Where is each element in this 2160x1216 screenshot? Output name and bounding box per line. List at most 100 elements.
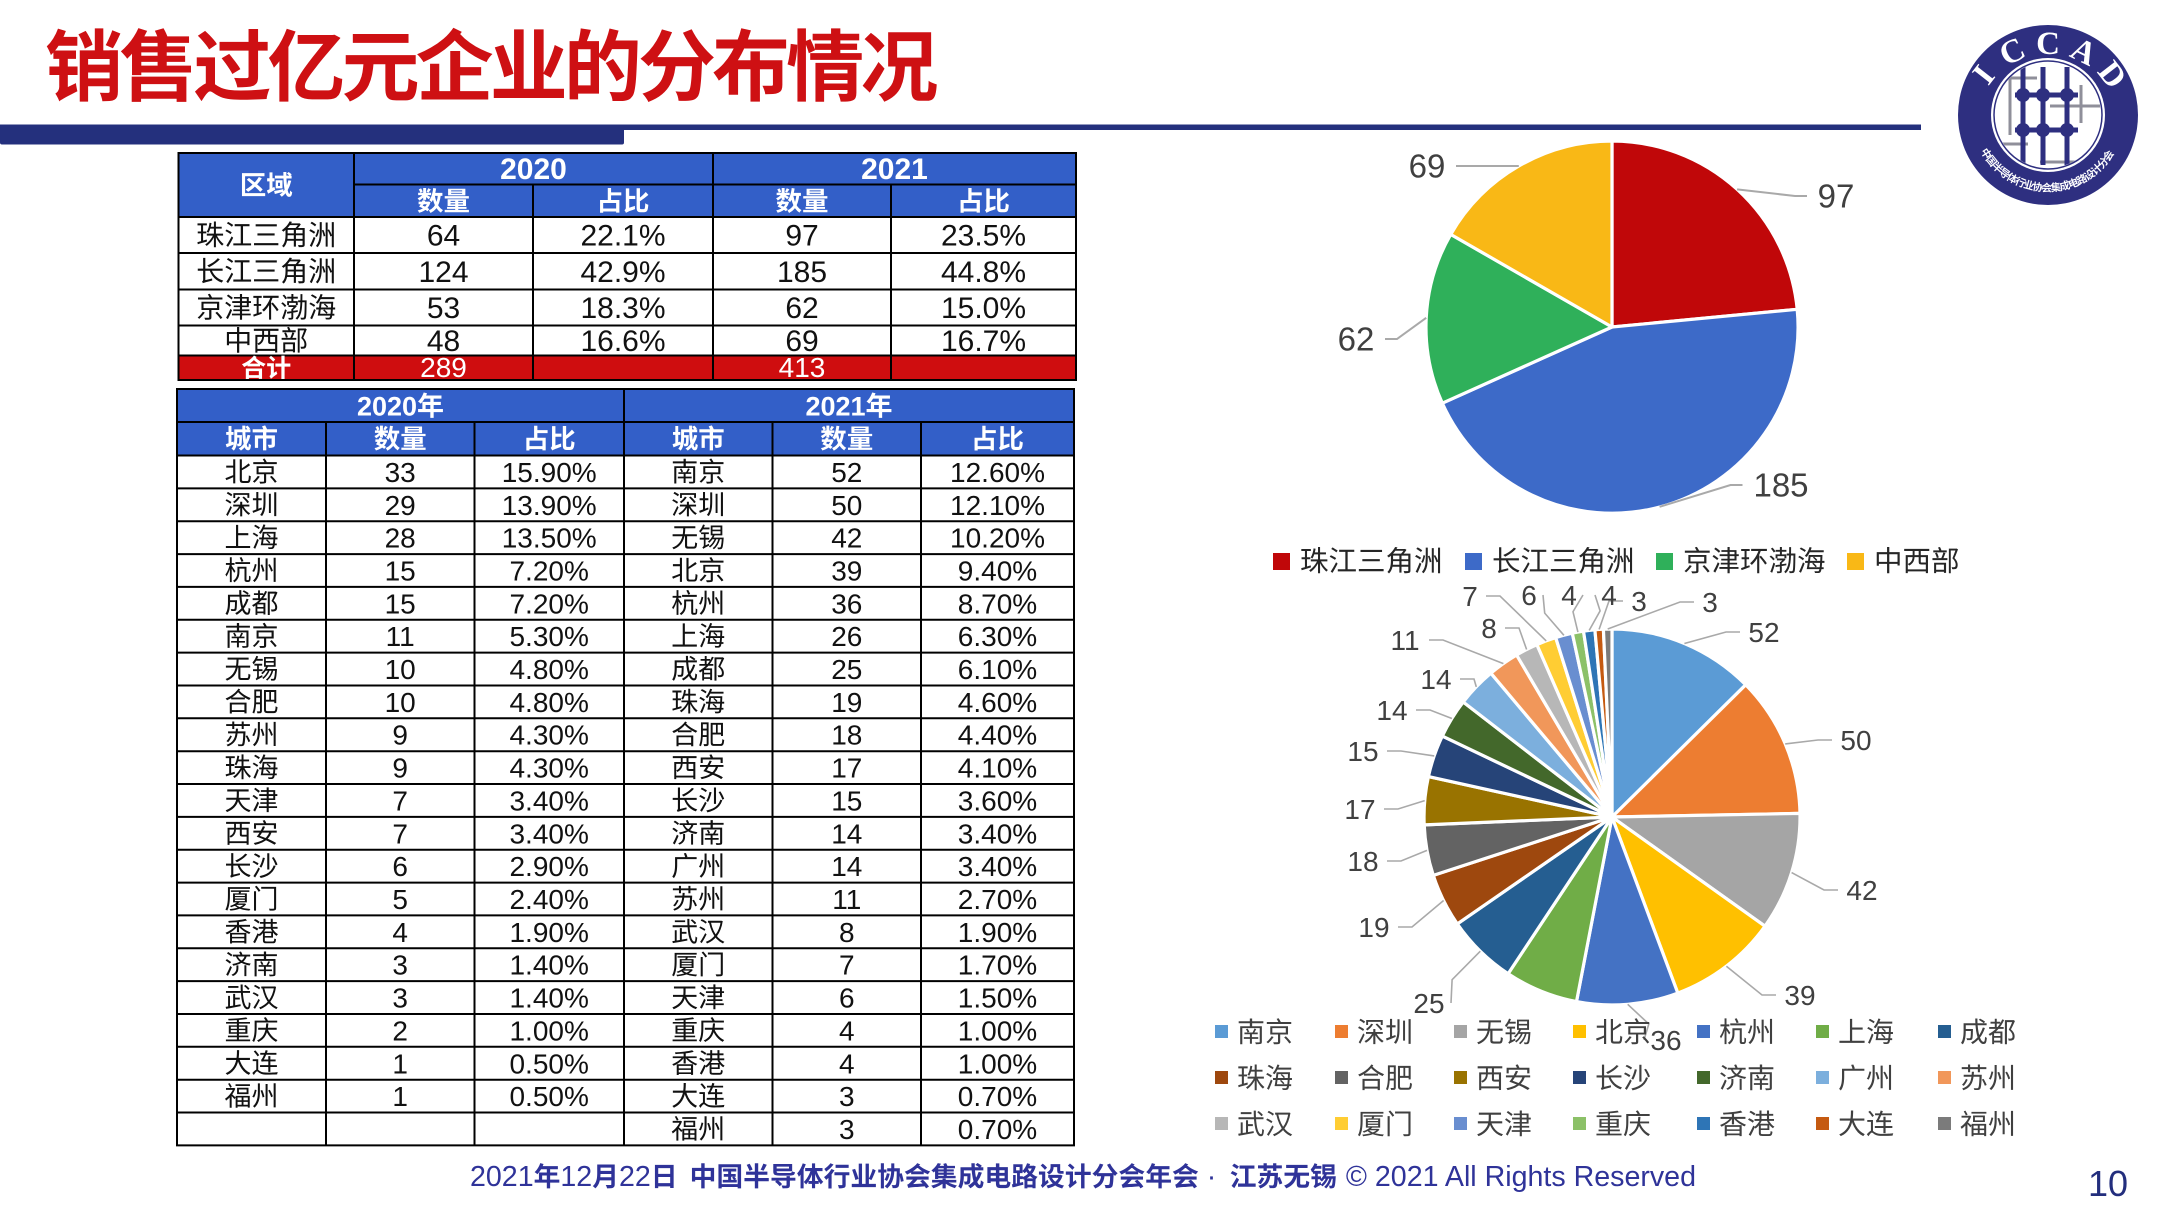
svg-text:42: 42 [831,523,862,554]
svg-text:4.80%: 4.80% [509,654,588,685]
svg-text:4.80%: 4.80% [509,687,588,718]
svg-text:413: 413 [779,352,826,383]
svg-text:50: 50 [1840,725,1871,756]
svg-text:48: 48 [427,325,460,358]
svg-text:1.00%: 1.00% [958,1048,1037,1079]
svg-text:36: 36 [831,588,862,619]
svg-text:13.50%: 13.50% [502,523,597,554]
svg-text:185: 185 [777,256,827,289]
svg-text:14: 14 [1376,695,1407,726]
svg-text:3.40%: 3.40% [958,851,1037,882]
svg-text:64: 64 [427,220,460,253]
svg-text:97: 97 [1818,178,1855,215]
svg-text:4: 4 [1601,580,1617,611]
svg-text:62: 62 [785,292,818,325]
svg-text:4.30%: 4.30% [509,753,588,784]
svg-text:15.90%: 15.90% [502,457,597,488]
svg-text:4: 4 [392,917,408,948]
svg-text:17: 17 [1344,794,1375,825]
svg-text:19: 19 [1358,912,1389,943]
svg-text:4: 4 [1561,580,1577,611]
svg-text:4.10%: 4.10% [958,753,1037,784]
svg-text:4.40%: 4.40% [958,720,1037,751]
svg-text:18.3%: 18.3% [580,292,665,325]
svg-text:9.40%: 9.40% [958,556,1037,587]
svg-text:C: C [2036,26,2060,62]
svg-text:4.60%: 4.60% [958,687,1037,718]
svg-text:7: 7 [392,786,408,817]
svg-text:124: 124 [418,256,468,289]
svg-text:39: 39 [831,556,862,587]
svg-text:·: · [1207,1161,1217,1193]
svg-text:2020: 2020 [357,392,417,422]
svg-text:69: 69 [1409,148,1446,185]
svg-text:15: 15 [1347,736,1378,767]
svg-text:2.70%: 2.70% [958,884,1037,915]
svg-text:42.9%: 42.9% [580,256,665,289]
svg-text:28: 28 [385,523,416,554]
svg-text:3: 3 [839,1114,855,1145]
svg-text:10: 10 [385,654,416,685]
svg-text:0.50%: 0.50% [509,1081,588,1112]
svg-text:7.20%: 7.20% [509,588,588,619]
svg-text:15: 15 [385,588,416,619]
svg-text:0.70%: 0.70% [958,1081,1037,1112]
svg-text:42: 42 [1846,875,1877,906]
svg-text:12: 12 [560,1161,592,1193]
svg-text:14: 14 [1420,664,1451,695]
svg-text:1.40%: 1.40% [509,983,588,1014]
svg-text:5: 5 [392,884,408,915]
svg-text:3: 3 [839,1081,855,1112]
svg-text:6: 6 [1521,580,1537,611]
svg-text:23.5%: 23.5% [941,220,1026,253]
svg-text:6: 6 [839,983,855,1014]
svg-text:0.50%: 0.50% [509,1048,588,1079]
svg-text:18: 18 [1347,846,1378,877]
svg-text:53: 53 [427,292,460,325]
svg-text:© 2021 All Rights Reserved: © 2021 All Rights Reserved [1346,1161,1696,1193]
svg-text:9: 9 [392,720,408,751]
svg-text:16.7%: 16.7% [941,325,1026,358]
svg-text:33: 33 [385,457,416,488]
svg-text:15.0%: 15.0% [941,292,1026,325]
svg-text:8: 8 [839,917,855,948]
svg-text:7: 7 [392,818,408,849]
svg-text:36: 36 [1650,1025,1681,1056]
svg-text:2.40%: 2.40% [509,884,588,915]
svg-text:7: 7 [839,950,855,981]
svg-text:22.1%: 22.1% [580,220,665,253]
svg-text:14: 14 [831,851,862,882]
svg-text:1.00%: 1.00% [509,1015,588,1046]
svg-text:3: 3 [392,983,408,1014]
svg-text:1.50%: 1.50% [958,983,1037,1014]
svg-text:22: 22 [619,1161,651,1193]
svg-text:3.40%: 3.40% [509,818,588,849]
svg-text:7: 7 [1462,581,1478,612]
svg-text:11: 11 [832,884,861,915]
svg-text:2021: 2021 [470,1161,534,1193]
svg-text:2021: 2021 [861,153,928,186]
svg-text:3.40%: 3.40% [958,818,1037,849]
svg-text:25: 25 [831,654,862,685]
svg-text:1: 1 [392,1048,408,1079]
svg-text:12.60%: 12.60% [950,457,1045,488]
svg-text:8.70%: 8.70% [958,588,1037,619]
svg-text:19: 19 [831,687,862,718]
svg-text:1.90%: 1.90% [958,917,1037,948]
svg-text:3.40%: 3.40% [509,786,588,817]
svg-text:11: 11 [386,621,415,652]
svg-text:3: 3 [1702,587,1718,618]
svg-text:9: 9 [392,753,408,784]
svg-text:44.8%: 44.8% [941,256,1026,289]
svg-text:3: 3 [392,950,408,981]
svg-text:4: 4 [839,1015,855,1046]
svg-text:52: 52 [831,457,862,488]
svg-text:39: 39 [1784,980,1815,1011]
svg-text:7.20%: 7.20% [509,556,588,587]
svg-text:15: 15 [831,786,862,817]
svg-text:14: 14 [831,818,862,849]
svg-text:25: 25 [1413,988,1444,1019]
svg-text:10: 10 [385,687,416,718]
svg-text:50: 50 [831,490,862,521]
svg-text:6.30%: 6.30% [958,621,1037,652]
